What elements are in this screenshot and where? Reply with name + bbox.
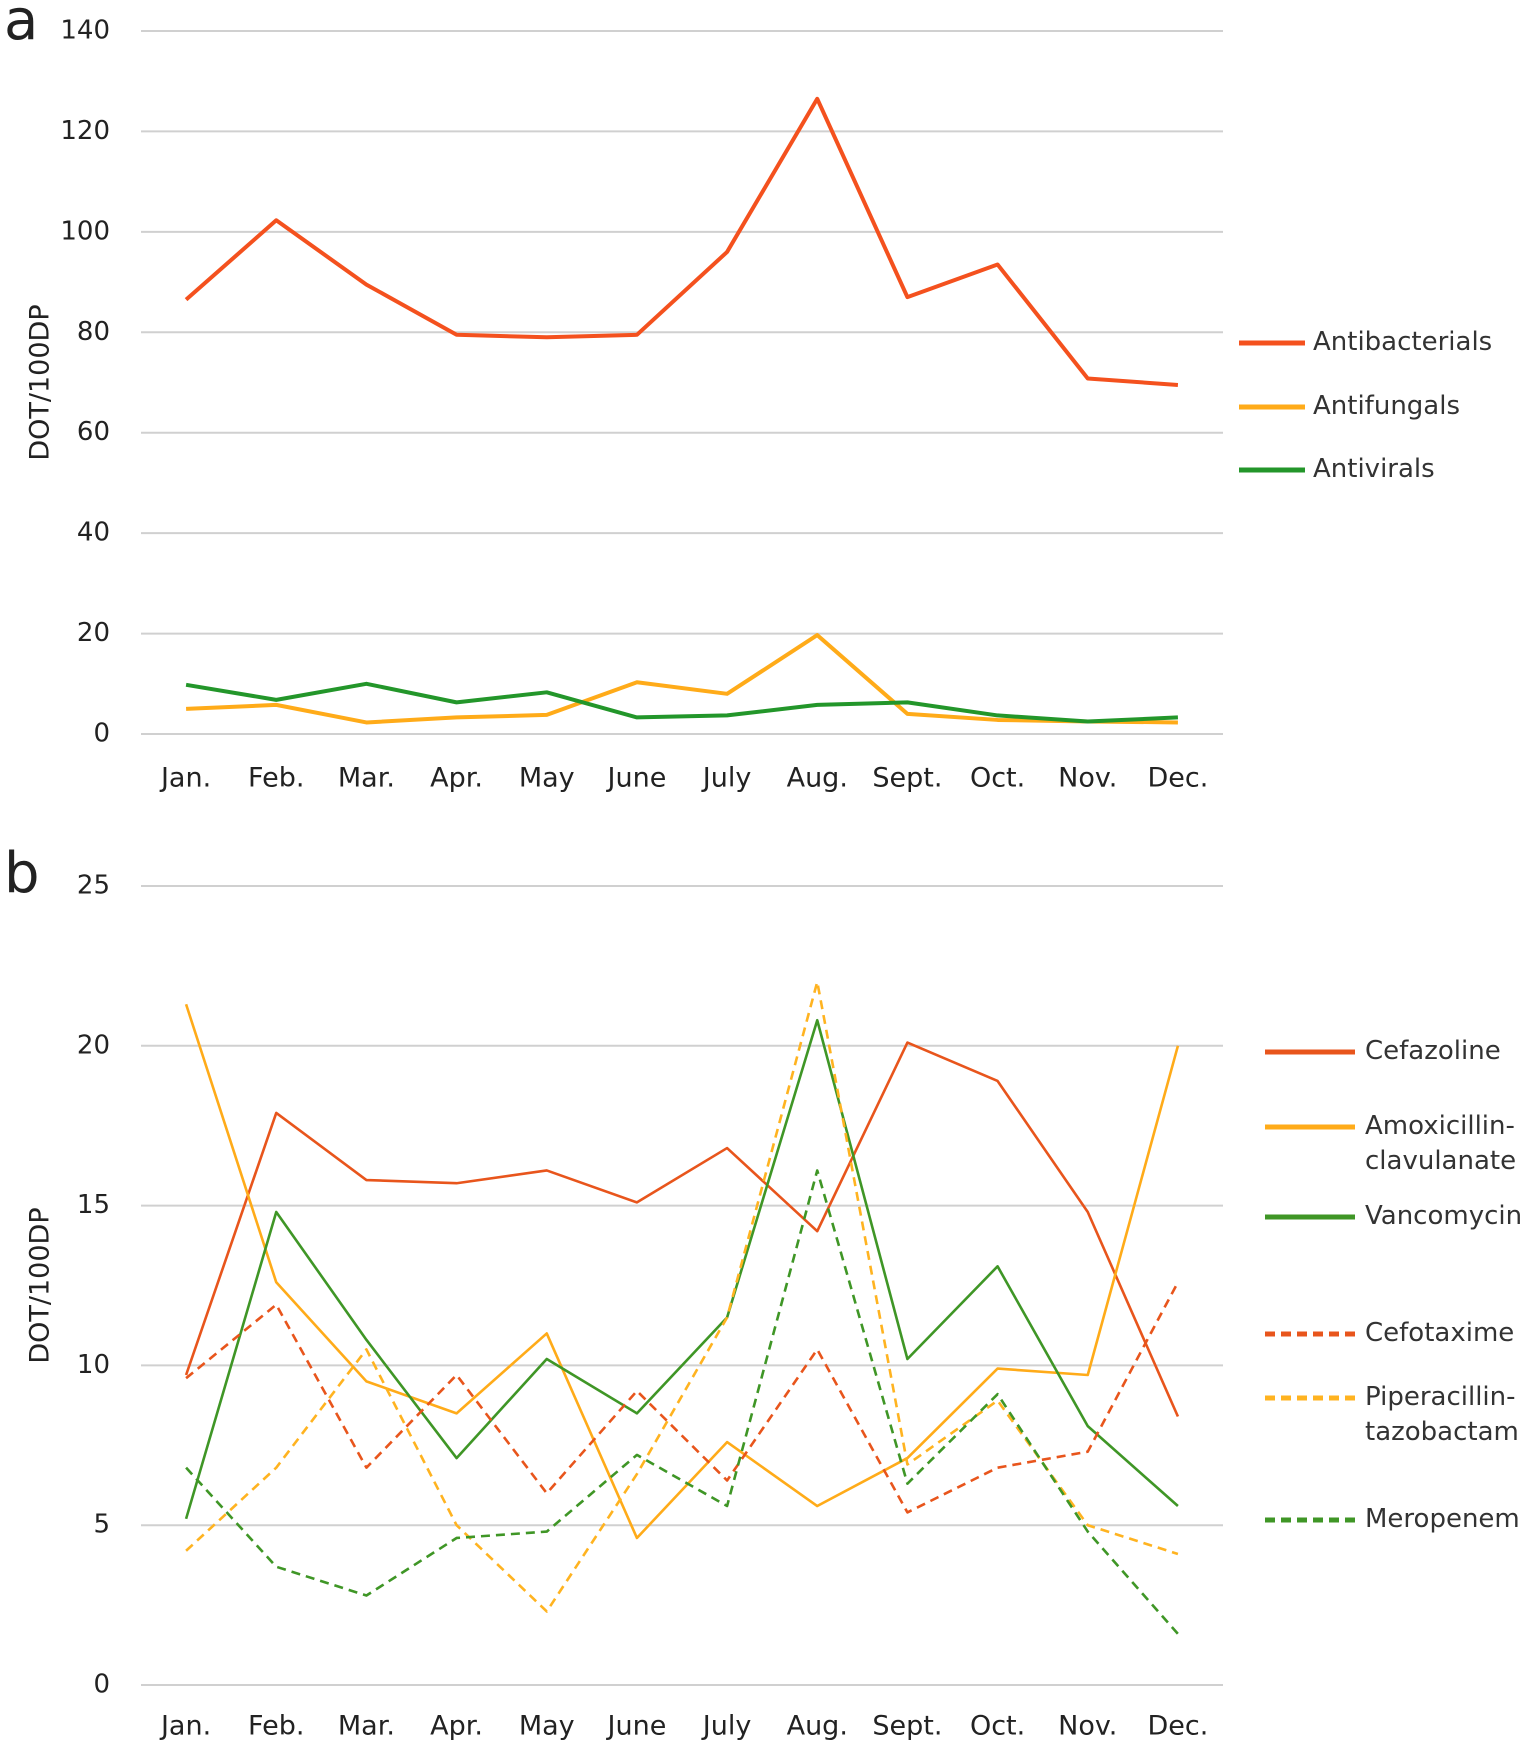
y-tick-label: 25 <box>77 871 110 901</box>
x-tick-label: May <box>519 1711 575 1742</box>
y-tick-label: 40 <box>77 518 110 548</box>
y-tick-label: 140 <box>60 16 110 46</box>
x-tick-label: Aug. <box>787 763 848 794</box>
x-tick-label: Feb. <box>248 763 304 794</box>
legend-label: Piperacillin-tazobactam <box>1365 1382 1519 1447</box>
x-tick-label: June <box>606 1711 667 1742</box>
x-tick-label: Nov. <box>1058 1711 1117 1742</box>
x-tick-label: Jan. <box>159 1711 211 1742</box>
legend-label: Cefotaxime <box>1365 1318 1515 1348</box>
legend-label: Antivirals <box>1313 454 1435 484</box>
series-line <box>184 1018 1179 1520</box>
y-axis-title: DOT/100DP <box>25 304 56 460</box>
panel-label: a <box>4 0 38 53</box>
legend-label: Meropenem <box>1365 1504 1520 1534</box>
series-line <box>185 980 1179 1613</box>
y-tick-label: 120 <box>60 116 110 146</box>
x-tick-label: Dec. <box>1147 763 1208 794</box>
y-axis-title: DOT/100DP <box>25 1207 56 1363</box>
y-tick-label: 10 <box>77 1350 110 1380</box>
x-tick-label: Feb. <box>248 1711 304 1742</box>
x-tick-label: Sept. <box>872 763 942 794</box>
legend-label: Antibacterials <box>1313 327 1493 357</box>
x-tick-label: Apr. <box>430 763 483 794</box>
legend-label: Amoxicillin-clavulanate <box>1365 1111 1517 1176</box>
y-tick-label: 20 <box>77 1030 110 1060</box>
y-tick-label: 0 <box>93 719 110 749</box>
x-tick-label: Oct. <box>970 1711 1025 1742</box>
x-tick-label: Mar. <box>338 1711 395 1742</box>
x-tick-label: Mar. <box>338 763 395 794</box>
x-tick-label: Oct. <box>970 763 1025 794</box>
panel-label: b <box>4 841 40 906</box>
y-tick-label: 5 <box>93 1510 110 1540</box>
y-tick-label: 0 <box>93 1670 110 1700</box>
legend-label: Antifungals <box>1313 391 1460 421</box>
x-tick-label: July <box>701 763 752 794</box>
x-tick-label: Jan. <box>159 763 211 794</box>
y-tick-label: 80 <box>77 317 110 347</box>
series-line <box>185 1281 1180 1514</box>
x-tick-label: Sept. <box>872 1711 942 1742</box>
y-tick-label: 100 <box>60 216 110 246</box>
y-tick-label: 60 <box>77 417 110 447</box>
x-tick-label: Apr. <box>430 1711 483 1742</box>
series-line <box>184 1041 1180 1418</box>
y-tick-label: 20 <box>77 618 110 648</box>
series-line <box>184 96 1179 388</box>
y-tick-label: 15 <box>77 1190 110 1220</box>
x-tick-label: Nov. <box>1058 763 1117 794</box>
x-tick-label: June <box>606 763 667 794</box>
legend-label: Cefazoline <box>1365 1036 1501 1066</box>
x-tick-label: May <box>519 763 575 794</box>
series-line <box>184 1003 1180 1540</box>
x-tick-label: July <box>701 1711 752 1742</box>
legend-label: Vancomycin <box>1365 1201 1523 1231</box>
x-tick-label: Aug. <box>787 1711 848 1742</box>
series-line <box>185 681 1179 724</box>
series-line <box>185 1169 1179 1635</box>
x-tick-label: Dec. <box>1147 1711 1208 1742</box>
series-line <box>185 633 1178 725</box>
